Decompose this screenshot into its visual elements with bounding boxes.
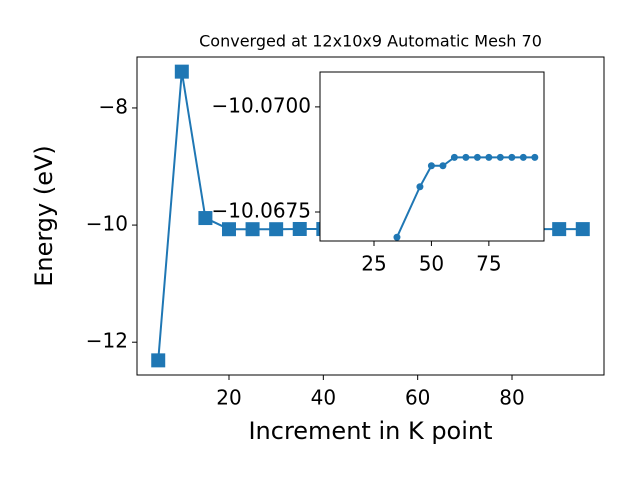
marker [245, 222, 260, 237]
marker [439, 162, 447, 170]
marker [416, 183, 424, 191]
marker [508, 153, 516, 161]
x-tick-label: 25 [361, 252, 386, 276]
marker [450, 153, 458, 161]
axes: 25 50 75 −10.0675 −10.0700 [212, 71, 545, 276]
x-axis-label: Increment in K point [248, 417, 492, 445]
marker [427, 162, 435, 170]
chart-title: Converged at 12x10x9 Automatic Mesh 70 [199, 32, 542, 51]
plot [393, 153, 539, 241]
y-axis-label: Energy (eV) [30, 145, 58, 287]
marker [151, 353, 166, 368]
marker [462, 153, 470, 161]
y-tick-label: −12 [86, 329, 128, 353]
x-tick-label: 50 [419, 252, 444, 276]
marker [174, 64, 189, 79]
y-tick-label: −10.0700 [212, 93, 311, 117]
axes-frame [319, 71, 545, 242]
marker [473, 153, 481, 161]
x-tick-label: 80 [499, 386, 524, 410]
y-tick-label: −8 [99, 94, 128, 118]
marker [198, 211, 213, 226]
marker [575, 222, 590, 237]
x-tick-label: 40 [311, 386, 336, 410]
marker [485, 153, 493, 161]
x-tick-label: 20 [216, 386, 241, 410]
marker [292, 221, 307, 236]
x-tick-label: 75 [476, 252, 501, 276]
axes-frame [136, 56, 605, 376]
y-tick-label: −10.0675 [212, 198, 311, 222]
marker [269, 222, 284, 237]
marker [221, 222, 236, 237]
marker [393, 233, 401, 241]
marker [531, 153, 539, 161]
marker [552, 222, 567, 237]
x-tick-label: 60 [405, 386, 430, 410]
y-tick-label: −10 [86, 212, 128, 236]
marker [496, 153, 504, 161]
marker [519, 153, 527, 161]
